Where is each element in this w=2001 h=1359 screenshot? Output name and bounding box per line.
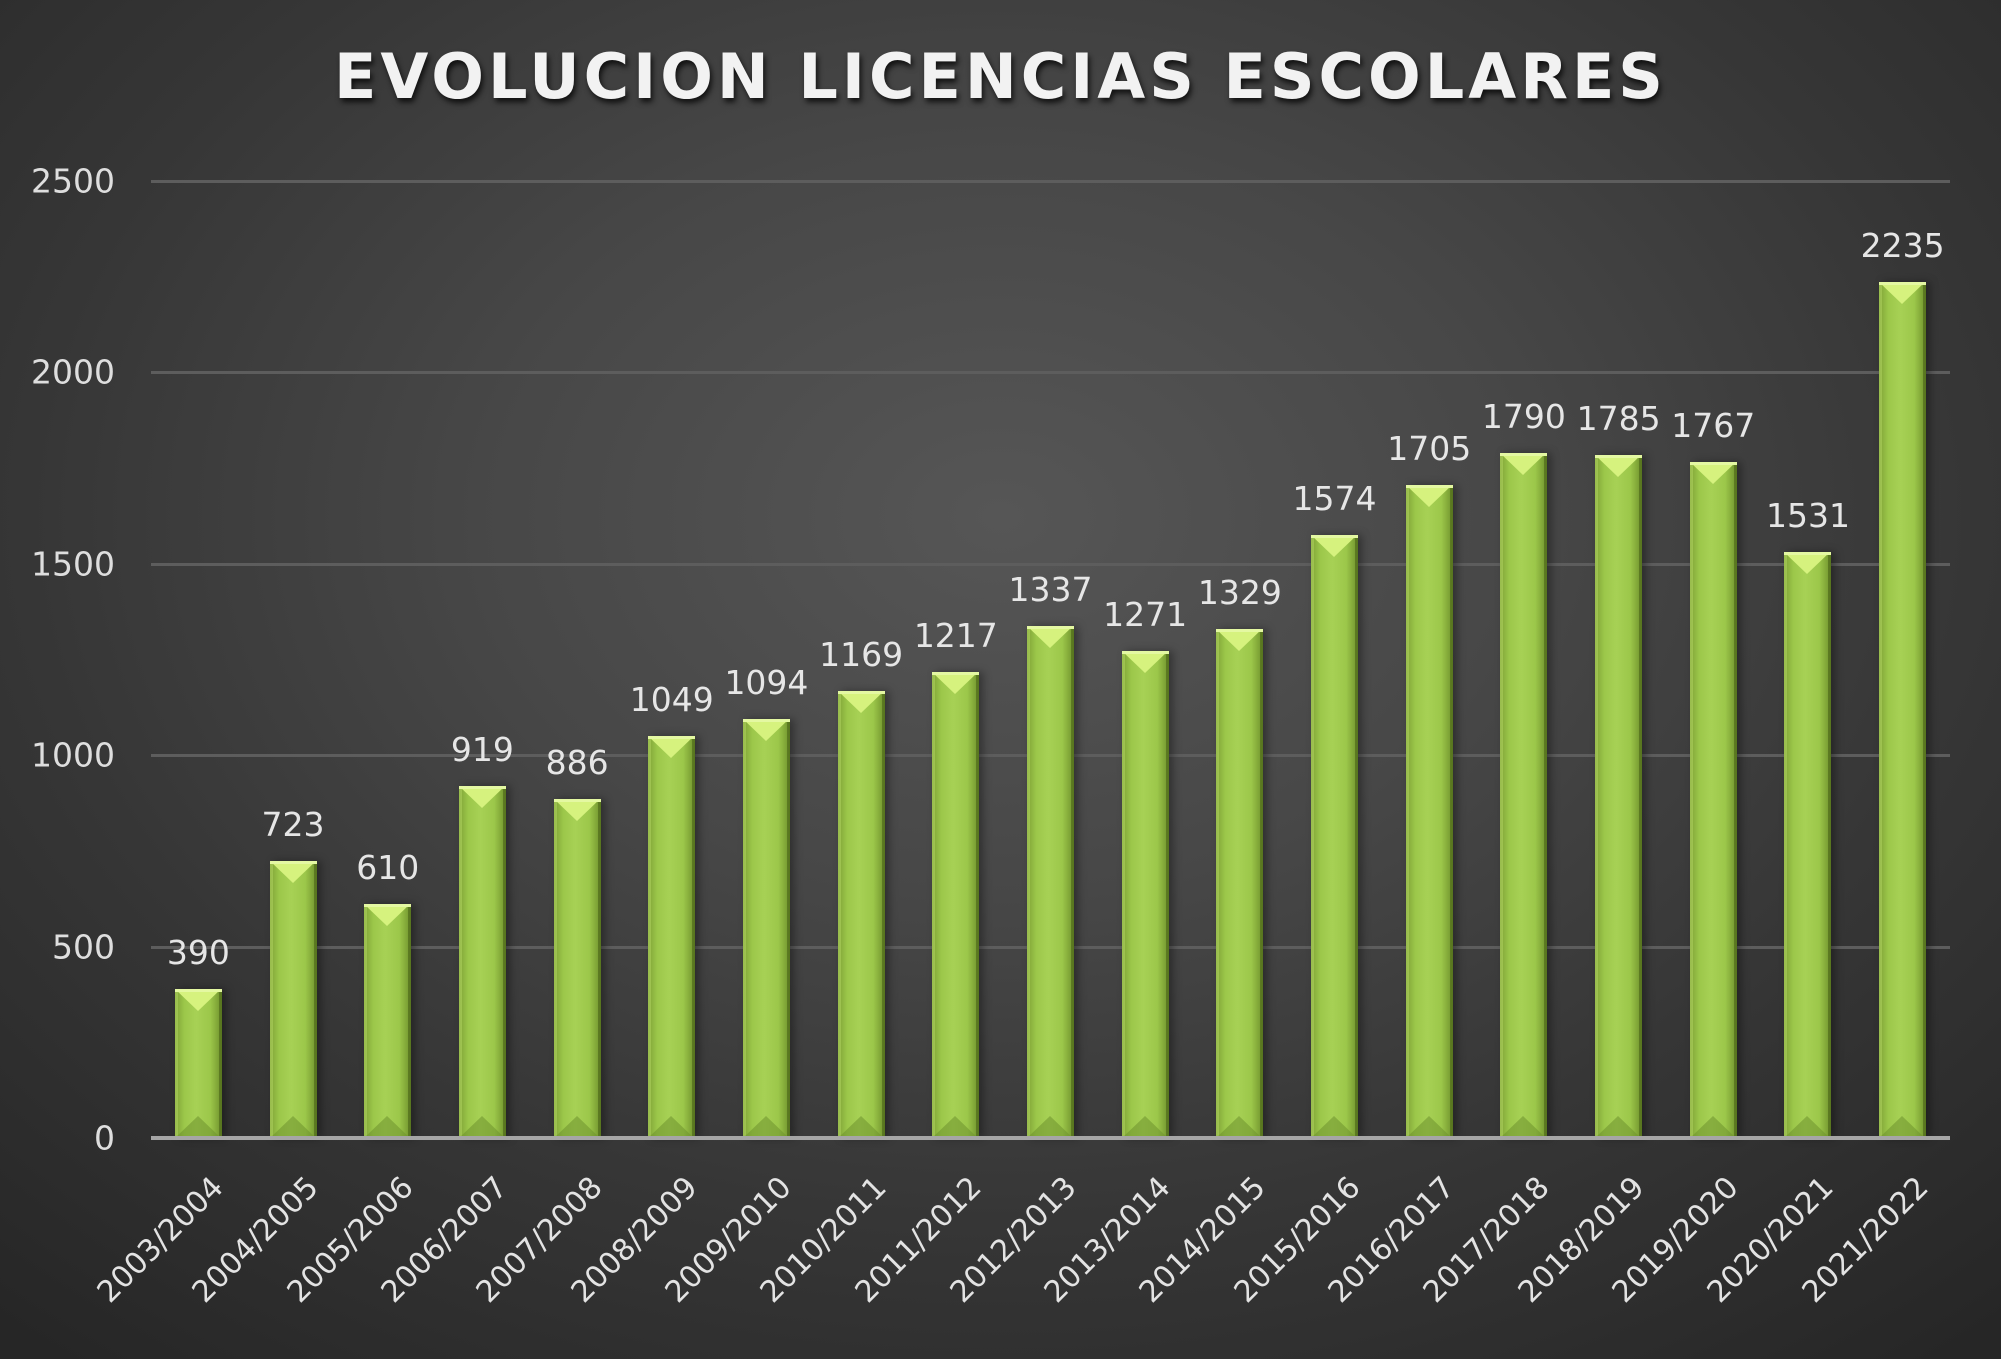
bar	[1879, 282, 1927, 1138]
data-label: 390	[166, 932, 230, 972]
data-label: 886	[545, 742, 609, 782]
data-label: 1169	[819, 634, 904, 674]
bar	[1784, 551, 1832, 1138]
y-tick-label: 1500	[31, 544, 115, 584]
bar	[742, 719, 790, 1138]
bar	[269, 861, 317, 1138]
bar	[174, 988, 222, 1138]
y-tick-label: 0	[94, 1118, 115, 1158]
data-label: 1049	[629, 680, 714, 720]
y-tick-label: 2500	[31, 161, 115, 201]
data-label: 1217	[913, 616, 998, 656]
data-label: 1705	[1387, 429, 1472, 469]
data-label: 1329	[1197, 573, 1282, 613]
data-label: 2235	[1860, 226, 1945, 266]
data-label: 1785	[1576, 398, 1661, 438]
data-label: 1574	[1292, 479, 1377, 519]
gridline	[151, 562, 1950, 566]
bar	[364, 904, 412, 1138]
y-tick-label: 1000	[31, 735, 115, 775]
bar	[648, 736, 696, 1138]
data-label: 723	[261, 805, 325, 845]
bar	[932, 672, 980, 1138]
bar	[837, 690, 885, 1138]
bar	[1311, 535, 1359, 1138]
bar	[458, 786, 506, 1138]
data-label: 1337	[1008, 570, 1093, 610]
bar	[1405, 485, 1453, 1138]
bar	[553, 798, 601, 1138]
data-label: 610	[356, 848, 420, 888]
bar	[1595, 454, 1643, 1138]
data-label: 1271	[1103, 595, 1188, 635]
x-axis-line	[151, 1136, 1950, 1140]
bar	[1216, 629, 1264, 1138]
gridline	[151, 180, 1950, 183]
bar	[1121, 651, 1169, 1138]
y-tick-label: 500	[52, 927, 115, 967]
gridline	[151, 371, 1950, 375]
bar	[1500, 452, 1548, 1138]
data-label: 1094	[724, 663, 809, 703]
chart-title: EVOLUCION LICENCIAS ESCOLARES	[334, 40, 1667, 113]
data-label: 1531	[1765, 495, 1850, 535]
bar	[1689, 461, 1737, 1138]
data-label: 1767	[1671, 405, 1756, 445]
bar	[1027, 626, 1074, 1138]
data-label: 919	[450, 730, 514, 770]
data-label: 1790	[1481, 396, 1566, 436]
y-tick-label: 2000	[31, 352, 115, 392]
